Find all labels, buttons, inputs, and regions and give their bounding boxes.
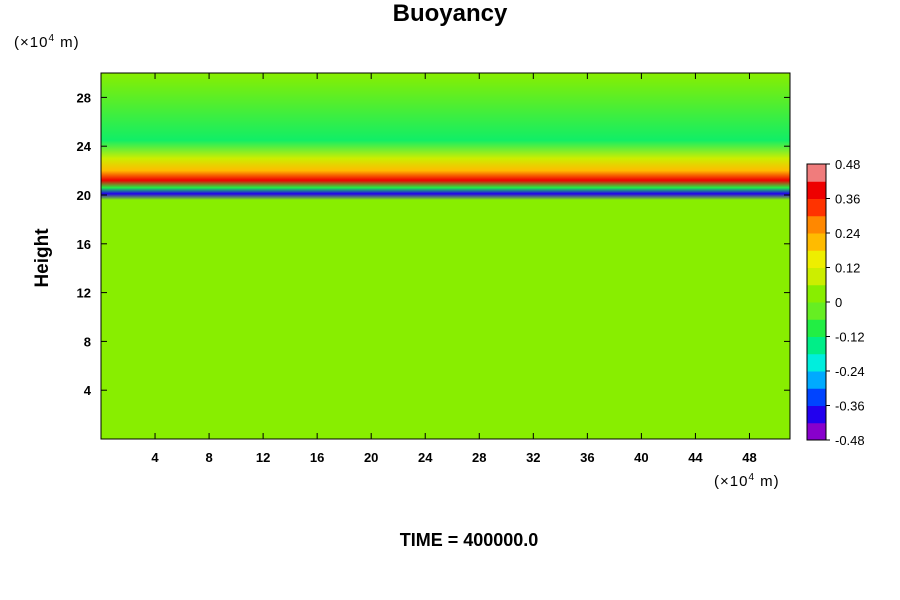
x-tick-label: 32: [526, 450, 540, 465]
x-tick-label: 44: [688, 450, 703, 465]
colorbar-swatch: [807, 336, 826, 355]
colorbar-swatch: [807, 181, 826, 199]
colorbar-swatch: [807, 250, 826, 268]
y-tick-label: 16: [77, 237, 91, 252]
y-axis-unit: (×104 m): [14, 33, 80, 51]
colorbar-swatch: [807, 284, 826, 303]
x-tick-label: 28: [472, 450, 486, 465]
colorbar-swatch: [807, 302, 826, 320]
colorbar-tick-label: 0.36: [835, 192, 860, 207]
colorbar-swatch: [807, 215, 826, 234]
colorbar-tick-label: 0.12: [835, 261, 860, 276]
x-tick-label: 12: [256, 450, 270, 465]
x-axis-unit: (×104 m): [714, 472, 780, 490]
colorbar-tick-label: 0.24: [835, 226, 860, 241]
y-tick-label: 20: [77, 188, 91, 203]
y-tick-label: 4: [84, 383, 92, 398]
colorbar-swatch: [807, 353, 826, 372]
x-tick-label: 48: [742, 450, 756, 465]
plot-frame: [100, 72, 791, 440]
x-tick-label: 36: [580, 450, 594, 465]
heatmap-field: [101, 73, 790, 439]
x-unit-prefix: (×10: [714, 473, 749, 490]
colorbar-tick-label: -0.36: [835, 399, 865, 414]
x-tick-label: 4: [151, 450, 159, 465]
colorbar-tick-label: 0: [835, 295, 842, 310]
colorbar-swatch: [807, 405, 826, 424]
x-tick-label: 16: [310, 450, 324, 465]
y-unit-suffix: m): [55, 34, 80, 51]
y-tick-label: 8: [84, 334, 91, 349]
x-tick-label: 24: [418, 450, 433, 465]
x-tick-label: 20: [364, 450, 378, 465]
x-tick-label: 40: [634, 450, 648, 465]
chart-title: Buoyancy: [392, 0, 508, 27]
x-unit-exponent: 4: [748, 472, 756, 483]
x-tick-label: 8: [205, 450, 212, 465]
colorbar-swatch: [807, 388, 826, 406]
x-unit-suffix: m): [755, 473, 780, 490]
colorbar-swatch: [807, 198, 826, 217]
colorbar-swatch: [807, 371, 826, 389]
colorbar-swatch: [807, 233, 826, 251]
colorbar-swatch: [807, 422, 826, 441]
colorbar-tick-label: -0.12: [835, 330, 865, 345]
y-tick-label: 12: [77, 286, 91, 301]
colorbar-tick-label: 0.48: [835, 157, 860, 172]
y-unit-prefix: (×10: [14, 34, 49, 51]
colorbar-swatch: [807, 319, 826, 337]
colorbar-swatch: [807, 267, 826, 286]
colorbar-tick-label: -0.48: [835, 433, 865, 448]
y-unit-exponent: 4: [48, 33, 56, 44]
colorbar-tick-label: -0.24: [835, 364, 865, 379]
time-label: TIME = 400000.0: [399, 530, 539, 550]
colorbar-swatch: [807, 164, 826, 182]
y-tick-label: 24: [77, 139, 92, 154]
y-tick-label: 28: [77, 90, 91, 105]
